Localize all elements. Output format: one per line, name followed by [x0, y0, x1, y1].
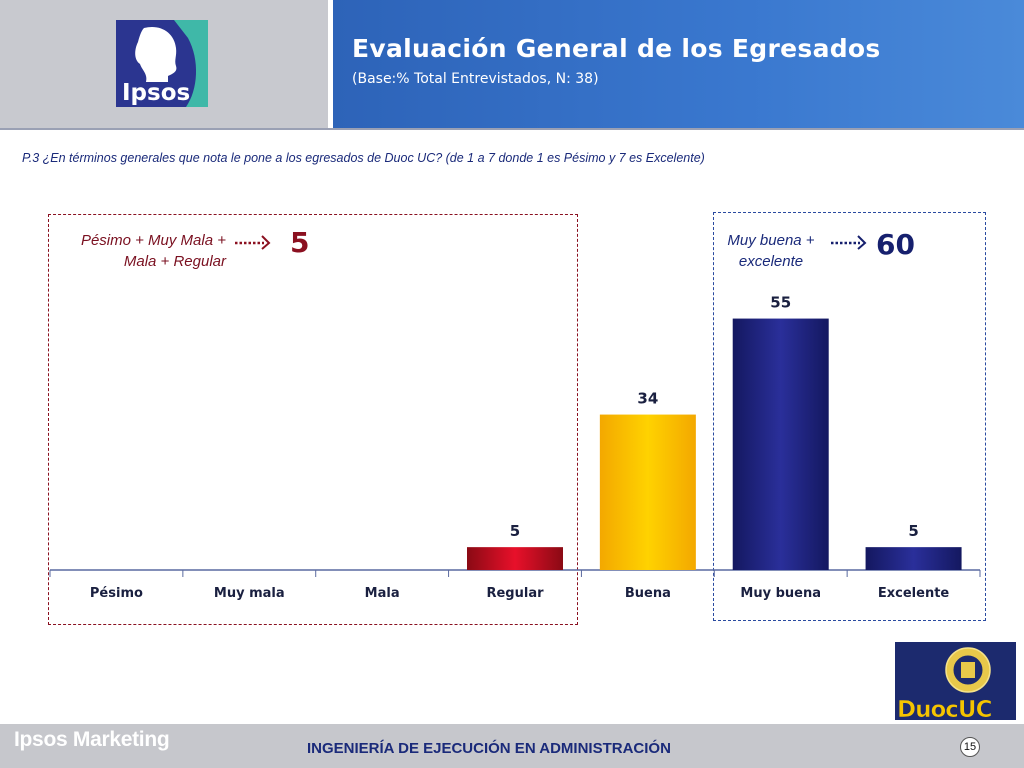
negative-group-box: [48, 214, 578, 625]
negative-summary-value: 5: [290, 226, 310, 259]
header-title-panel: [333, 0, 1024, 128]
negative-label-line2: Mala + Regular: [123, 253, 226, 270]
ipsos-logo-text: Ipsos: [122, 80, 190, 106]
page-number: 15: [960, 737, 980, 757]
bar-buena: [599, 414, 696, 570]
category-label: Regular: [486, 586, 544, 601]
negative-summary-label: Pésimo + Muy Mala + Mala + Regular: [58, 230, 226, 272]
bar-value-label: 34: [637, 390, 658, 408]
negative-arrow-icon: [235, 235, 271, 250]
footer-program-title: INGENIERÍA DE EJECUCIÓN EN ADMINISTRACIÓ…: [307, 740, 671, 757]
duoc-uc-logo: DuocUC: [895, 642, 1016, 720]
question-text: P.3 ¿En términos generales que nota le p…: [22, 151, 705, 165]
footer-bar: [0, 724, 1024, 768]
page-subtitle: (Base:% Total Entrevistados, N: 38): [352, 71, 599, 87]
category-label: Buena: [625, 586, 671, 601]
bar-regular: [467, 547, 563, 570]
category-label: Mala: [365, 586, 400, 601]
header-divider: [328, 0, 333, 128]
positive-label-line2: excelente: [738, 253, 804, 270]
bar-value-label: 55: [770, 294, 791, 312]
footer-brand: Ipsos Marketing: [14, 728, 170, 751]
positive-summary-value: 60: [876, 228, 915, 261]
positive-summary-label: Muy buena + excelente: [716, 230, 826, 272]
negative-label-line1: Pésimo + Muy Mala +: [80, 232, 226, 249]
ipsos-logo: Ipsos: [116, 20, 208, 107]
positive-label-line1: Muy buena +: [727, 232, 815, 249]
bar-muy-buena: [732, 318, 829, 570]
bar-value-label: 5: [510, 522, 520, 540]
duoc-logo-text: DuocUC: [897, 697, 992, 720]
bar-excelente: [865, 547, 962, 570]
category-label: Muy mala: [214, 586, 285, 601]
bar-value-label: 5: [908, 522, 918, 540]
category-label: Pésimo: [90, 586, 143, 601]
category-label: Excelente: [878, 586, 950, 601]
page-title: Evaluación General de los Egresados: [352, 34, 881, 63]
header-underline: [0, 128, 1024, 130]
positive-group-box: [713, 212, 986, 621]
positive-arrow-icon: [831, 235, 867, 250]
category-label: Muy buena: [740, 586, 821, 601]
